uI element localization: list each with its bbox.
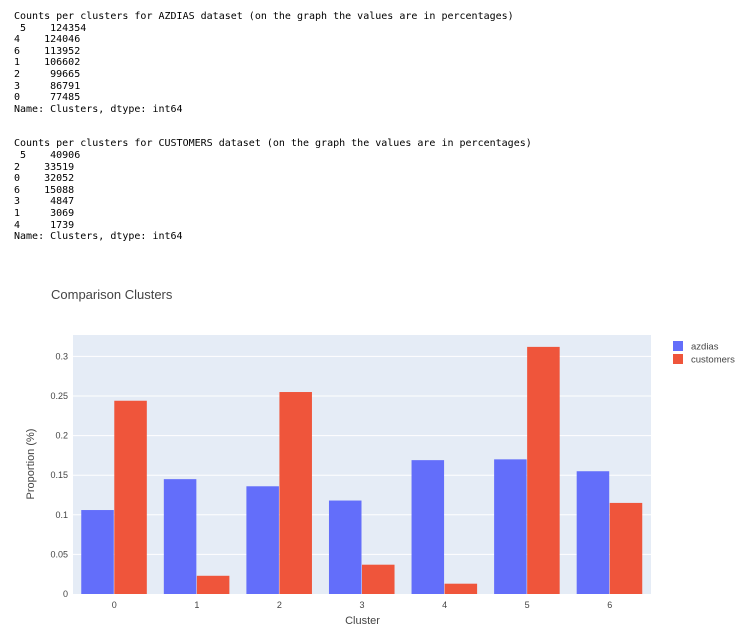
azdias-dtype-footer: Name: Clusters, dtype: int64 <box>14 103 183 115</box>
customers-count-row: 0 32052 <box>14 173 75 185</box>
bar-customers-cluster-3[interactable] <box>362 564 395 594</box>
comparison-clusters-chart: Comparison Clusters 00.050.10.150.20.250… <box>25 287 735 627</box>
bar-customers-cluster-6[interactable] <box>609 502 643 594</box>
y-axis-label: Proportion (%) <box>25 429 37 500</box>
x-tick-label: 1 <box>194 600 199 610</box>
legend-swatch-azdias[interactable] <box>673 341 683 351</box>
bar-customers-cluster-2[interactable] <box>279 392 312 594</box>
customers-count-row: 4 1739 <box>14 219 75 231</box>
x-tick-label: 4 <box>442 600 447 610</box>
bar-azdias-cluster-0[interactable] <box>81 510 114 594</box>
bar-azdias-cluster-3[interactable] <box>328 500 362 594</box>
azdias-count-row: 1 106602 <box>14 57 81 69</box>
notebook-output: Counts per clusters for AZDIAS dataset (… <box>14 11 532 243</box>
azdias-counts-header: Counts per clusters for AZDIAS dataset (… <box>14 11 514 22</box>
customers-count-row: 5 40906 <box>14 149 81 161</box>
customers-count-row: 1 3069 <box>14 207 75 219</box>
y-tick-label: 0.1 <box>55 510 68 520</box>
bar-customers-cluster-0[interactable] <box>114 400 147 594</box>
bar-customers-cluster-4[interactable] <box>444 583 478 594</box>
axis-ticks: 0 0.05 0.1 0.15 0.2 0.25 0.3 0 1 2 3 4 5 6 <box>50 351 612 610</box>
azdias-count-row: 5 124354 <box>14 22 87 34</box>
bar-customers-cluster-5[interactable] <box>527 346 560 594</box>
legend-label-azdias[interactable]: azdias <box>691 342 719 353</box>
bar-azdias-cluster-6[interactable] <box>576 471 610 594</box>
y-tick-label: 0.2 <box>55 431 68 441</box>
y-tick-label: 0 <box>63 589 68 599</box>
bars <box>81 346 643 594</box>
customers-dtype-footer: Name: Clusters, dtype: int64 <box>14 231 183 243</box>
y-tick-label: 0.05 <box>50 549 68 559</box>
y-tick-label: 0.25 <box>50 391 68 401</box>
azdias-count-row: 2 99665 <box>14 68 81 80</box>
bar-azdias-cluster-1[interactable] <box>163 479 197 594</box>
x-axis-label: Cluster <box>345 615 380 627</box>
azdias-count-row: 3 86791 <box>14 80 81 92</box>
bar-azdias-cluster-2[interactable] <box>246 486 279 594</box>
customers-count-row: 6 15088 <box>14 184 75 196</box>
azdias-count-row: 0 77485 <box>14 92 81 104</box>
customers-count-row: 3 4847 <box>14 196 75 208</box>
x-tick-label: 3 <box>359 600 364 610</box>
y-tick-label: 0.3 <box>55 351 68 361</box>
x-tick-label: 0 <box>112 600 117 610</box>
bar-azdias-cluster-5[interactable] <box>494 459 527 594</box>
azdias-count-row: 6 113952 <box>14 45 81 57</box>
chart-title: Comparison Clusters <box>51 287 173 302</box>
bar-azdias-cluster-4[interactable] <box>411 460 445 594</box>
y-tick-label: 0.15 <box>50 470 68 480</box>
customers-counts-header: Counts per clusters for CUSTOMERS datase… <box>14 138 532 150</box>
bar-customers-cluster-1[interactable] <box>196 575 230 594</box>
customers-count-row: 2 33519 <box>14 161 75 173</box>
x-tick-label: 6 <box>607 600 612 610</box>
azdias-count-row: 4 124046 <box>14 34 81 46</box>
legend-swatch-customers[interactable] <box>673 354 683 364</box>
legend-label-customers[interactable]: customers <box>691 355 735 366</box>
x-tick-label: 5 <box>525 600 530 610</box>
output-spacer <box>14 115 532 138</box>
legend[interactable]: azdias customers <box>673 341 735 366</box>
plot-area <box>73 335 651 594</box>
x-tick-label: 2 <box>277 600 282 610</box>
